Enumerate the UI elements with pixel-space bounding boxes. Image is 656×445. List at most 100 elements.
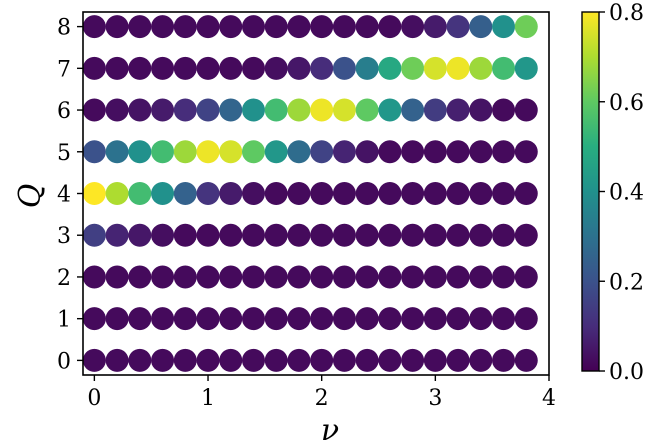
data-point bbox=[401, 56, 425, 80]
data-point bbox=[196, 265, 220, 289]
data-point bbox=[196, 223, 220, 247]
data-point bbox=[332, 98, 356, 122]
data-point bbox=[219, 265, 243, 289]
data-point bbox=[332, 140, 356, 164]
x-axis-ticks: 0 1 2 3 4 bbox=[87, 375, 556, 411]
data-point bbox=[264, 265, 288, 289]
data-point bbox=[219, 140, 243, 164]
data-point bbox=[219, 56, 243, 80]
data-point bbox=[401, 182, 425, 205]
data-point bbox=[310, 348, 334, 372]
data-point bbox=[219, 348, 243, 372]
data-point bbox=[492, 348, 516, 372]
data-point bbox=[82, 98, 106, 122]
data-point bbox=[105, 15, 129, 39]
data-point bbox=[378, 56, 402, 80]
colorbar-tick-label: 0.0 bbox=[609, 360, 644, 385]
data-point bbox=[219, 182, 243, 205]
data-point bbox=[310, 307, 334, 331]
data-point bbox=[105, 98, 129, 122]
data-point bbox=[151, 140, 175, 164]
data-point bbox=[241, 307, 265, 331]
data-point bbox=[287, 98, 311, 122]
data-point bbox=[151, 307, 175, 331]
data-point bbox=[128, 15, 152, 39]
data-point bbox=[264, 348, 288, 372]
data-point bbox=[423, 182, 447, 205]
data-point bbox=[401, 265, 425, 289]
data-point bbox=[105, 140, 129, 164]
data-point bbox=[128, 265, 152, 289]
data-point bbox=[514, 56, 538, 80]
data-point bbox=[128, 223, 152, 247]
y-axis-ticks: 0 1 2 3 4 5 6 7 8 bbox=[57, 16, 83, 374]
data-point bbox=[332, 307, 356, 331]
data-point bbox=[219, 223, 243, 247]
y-tick-label: 1 bbox=[57, 308, 71, 333]
data-point bbox=[105, 348, 129, 372]
data-point bbox=[446, 98, 470, 122]
data-point bbox=[378, 98, 402, 122]
data-point bbox=[151, 348, 175, 372]
data-point bbox=[173, 140, 197, 164]
y-tick-label: 7 bbox=[57, 57, 71, 82]
data-point bbox=[514, 265, 538, 289]
y-tick-label: 0 bbox=[57, 349, 71, 374]
data-point bbox=[105, 223, 129, 247]
data-point bbox=[332, 348, 356, 372]
data-point bbox=[446, 223, 470, 247]
data-point bbox=[264, 223, 288, 247]
data-point bbox=[514, 182, 538, 205]
data-point bbox=[310, 15, 334, 39]
data-point bbox=[196, 98, 220, 122]
data-point bbox=[196, 182, 220, 205]
data-point bbox=[151, 182, 175, 205]
data-point bbox=[241, 182, 265, 205]
data-point bbox=[469, 265, 493, 289]
data-point bbox=[82, 265, 106, 289]
data-point bbox=[264, 140, 288, 164]
data-point bbox=[423, 56, 447, 80]
data-point bbox=[446, 140, 470, 164]
data-point bbox=[492, 223, 516, 247]
data-point bbox=[82, 307, 106, 331]
data-point bbox=[355, 307, 379, 331]
colorbar-tick-label: 0.2 bbox=[609, 270, 644, 295]
x-tick-label: 2 bbox=[315, 386, 329, 411]
data-point bbox=[241, 15, 265, 39]
data-point bbox=[173, 348, 197, 372]
data-point bbox=[423, 348, 447, 372]
data-point bbox=[514, 307, 538, 331]
data-point bbox=[264, 56, 288, 80]
x-tick-label: 4 bbox=[542, 386, 556, 411]
data-points bbox=[82, 15, 538, 372]
data-point bbox=[423, 98, 447, 122]
colorbar-tick-label: 0.4 bbox=[609, 181, 644, 206]
data-point bbox=[241, 140, 265, 164]
data-point bbox=[355, 223, 379, 247]
data-point bbox=[151, 223, 175, 247]
data-point bbox=[423, 15, 447, 39]
data-point bbox=[196, 307, 220, 331]
data-point bbox=[287, 307, 311, 331]
x-axis-label: ν bbox=[321, 413, 339, 445]
data-point bbox=[514, 348, 538, 372]
data-point bbox=[401, 348, 425, 372]
y-tick-label: 3 bbox=[57, 224, 71, 249]
data-point bbox=[355, 265, 379, 289]
data-point bbox=[401, 15, 425, 39]
data-point bbox=[401, 98, 425, 122]
data-point bbox=[310, 223, 334, 247]
data-point bbox=[264, 182, 288, 205]
data-point bbox=[196, 140, 220, 164]
data-point bbox=[287, 56, 311, 80]
data-point bbox=[151, 98, 175, 122]
data-point bbox=[378, 307, 402, 331]
data-point bbox=[287, 223, 311, 247]
y-tick-label: 6 bbox=[57, 99, 71, 124]
data-point bbox=[492, 15, 516, 39]
data-point bbox=[514, 140, 538, 164]
data-point bbox=[128, 98, 152, 122]
data-point bbox=[469, 98, 493, 122]
data-point bbox=[423, 307, 447, 331]
